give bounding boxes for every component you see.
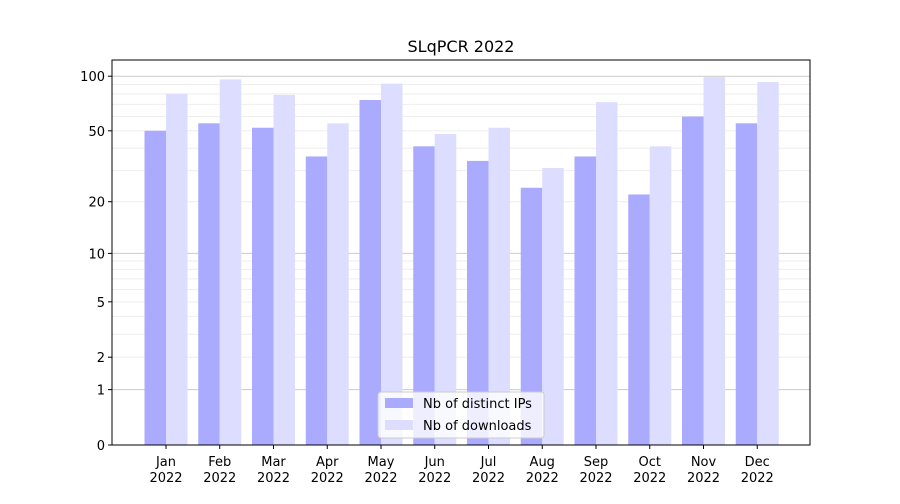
bar-ips xyxy=(735,123,758,445)
y-tick-label: 1 xyxy=(97,384,105,399)
x-tick-label: Mar 2022 xyxy=(257,455,290,486)
y-tick-label: 50 xyxy=(88,125,105,140)
legend-swatch-ips xyxy=(385,398,413,408)
x-tick-label: Oct 2022 xyxy=(633,455,666,486)
bar-downloads xyxy=(434,134,457,446)
x-tick-label: Jan 2022 xyxy=(149,455,182,486)
bar-downloads xyxy=(649,146,672,445)
x-axis: Jan 2022 Feb 2022 Mar 2022 Apr 2022 May 2022 Jun 20… xyxy=(149,445,774,486)
bar-ips xyxy=(252,127,274,445)
bar-ips xyxy=(198,123,220,445)
bar-ips xyxy=(305,156,328,446)
x-tick-label: Sep 2022 xyxy=(579,455,612,486)
bar-ips xyxy=(682,116,704,445)
bar-downloads xyxy=(381,83,403,446)
x-tick-label: Aug 2022 xyxy=(526,455,559,486)
bar-downloads xyxy=(166,93,188,446)
bar-downloads xyxy=(488,127,510,445)
x-tick-label: Dec 2022 xyxy=(741,455,774,486)
x-tick-label: Jul 2022 xyxy=(472,455,505,486)
x-tick-label: Jun 2022 xyxy=(418,455,451,486)
y-tick-label: 100 xyxy=(80,70,105,85)
y-tick-label: 0 xyxy=(97,439,105,454)
plot-frame xyxy=(111,59,811,446)
x-tick-label: May 2022 xyxy=(364,455,397,486)
bar-downloads xyxy=(703,77,725,445)
y-tick-label: 5 xyxy=(97,296,105,311)
bar-ips xyxy=(359,99,381,446)
bar-ips xyxy=(628,194,650,445)
x-tick-label: Nov 2022 xyxy=(687,455,720,486)
y-tick-label: 2 xyxy=(97,351,105,366)
legend-label-ips: Nb of distinct IPs xyxy=(423,397,532,412)
bar-ips xyxy=(467,160,489,445)
bar-ips xyxy=(144,130,166,446)
bar-ips xyxy=(413,146,435,445)
bar-downloads xyxy=(596,102,618,445)
bar-ips xyxy=(520,187,543,445)
bar-downloads xyxy=(219,79,242,446)
bar-downloads xyxy=(542,168,564,445)
legend-swatch-downloads xyxy=(385,420,413,430)
x-tick-label: Apr 2022 xyxy=(311,455,344,486)
bars xyxy=(144,77,779,446)
x-tick-label: Feb 2022 xyxy=(203,455,236,486)
bar-downloads xyxy=(273,94,295,445)
y-tick-label: 10 xyxy=(88,247,105,262)
y-tick-label: 20 xyxy=(88,196,105,211)
legend: Nb of distinct IPs Nb of downloads xyxy=(377,391,545,439)
legend-label-downloads: Nb of downloads xyxy=(423,419,532,434)
bar-downloads xyxy=(327,123,349,445)
bar-ips xyxy=(574,156,596,446)
bar-downloads xyxy=(757,81,779,446)
y-axis: 0 1 2 5 10 20 50 100 xyxy=(80,70,112,454)
chart-title: SLqPCR 2022 xyxy=(408,37,515,56)
